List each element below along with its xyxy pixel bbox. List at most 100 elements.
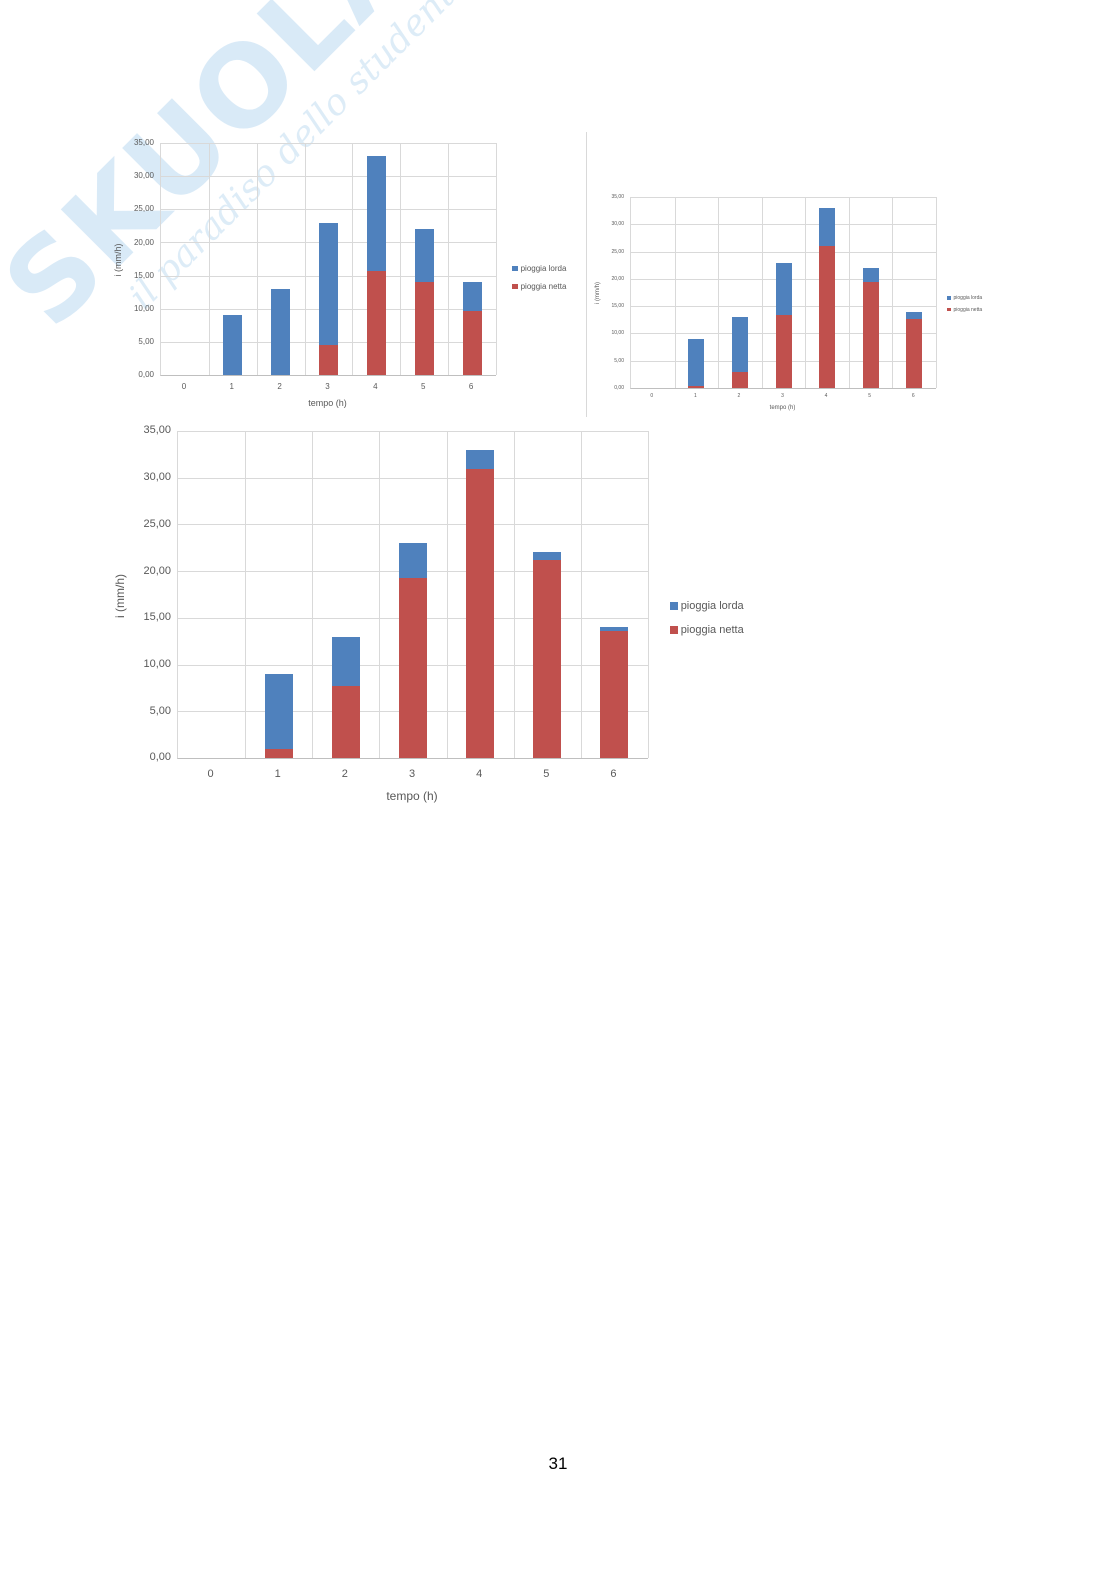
x-tick-label: 5 xyxy=(420,382,426,392)
gridline-vertical xyxy=(400,143,402,375)
plot-area xyxy=(630,197,937,389)
bar-segment-netta xyxy=(862,282,879,388)
stacked-bar xyxy=(731,317,748,388)
legend-label-lorda: pioggia lorda xyxy=(680,600,744,612)
bar-segment-lorda xyxy=(331,636,360,687)
stacked-bar xyxy=(319,222,338,375)
y-tick-label: 15,00 xyxy=(143,611,171,624)
stacked-bar xyxy=(688,338,705,388)
chart-divider xyxy=(586,132,587,417)
gridline-vertical xyxy=(936,197,937,388)
bar-segment-netta xyxy=(319,345,338,375)
y-tick-label: 5,00 xyxy=(614,357,624,364)
x-tick-label: 1 xyxy=(693,392,697,399)
bar-segment-lorda xyxy=(600,627,629,631)
y-tick-label: 30,00 xyxy=(611,221,624,228)
bar-segment-netta xyxy=(399,577,427,758)
bar-segment-lorda xyxy=(466,449,495,470)
y-tick-label: 30,00 xyxy=(143,471,171,484)
legend-label-netta: pioggia netta xyxy=(680,624,744,637)
y-tick-label: 25,00 xyxy=(143,517,171,530)
x-axis-label: tempo (h) xyxy=(308,398,347,408)
bar-segment-lorda xyxy=(271,288,291,375)
x-tick-label: 2 xyxy=(341,767,348,780)
y-tick-label: 20,00 xyxy=(133,237,154,247)
legend-swatch-netta xyxy=(947,307,951,312)
legend-label-lorda: pioggia lorda xyxy=(953,295,983,301)
legend-item-lorda: pioggia lorda xyxy=(670,600,744,612)
y-tick-label: 25,00 xyxy=(133,204,154,214)
bar-segment-netta xyxy=(906,319,923,388)
x-tick-label: 3 xyxy=(408,767,416,780)
gridline-vertical xyxy=(312,431,314,758)
stacked-bar xyxy=(775,262,792,388)
gridline-vertical xyxy=(245,431,247,758)
y-tick-label: 15,00 xyxy=(611,303,624,310)
plot-area xyxy=(160,143,497,376)
bar-segment-netta xyxy=(819,246,836,388)
bar-segment-lorda xyxy=(906,311,923,320)
x-tick-label: 3 xyxy=(325,382,330,392)
bar-segment-netta xyxy=(731,371,748,388)
y-tick-label: 35,00 xyxy=(611,194,624,200)
y-tick-label: 10,00 xyxy=(133,303,154,313)
legend-item-lorda: pioggia lorda xyxy=(512,264,566,273)
chart-legend: pioggia lorda pioggia netta xyxy=(670,600,744,648)
stacked-bar xyxy=(906,311,923,388)
y-axis-label: i (mm/h) xyxy=(113,574,127,618)
y-tick-label: 20,00 xyxy=(611,275,624,282)
y-tick-label: 35,00 xyxy=(143,424,171,437)
bar-segment-lorda xyxy=(819,207,836,247)
legend-swatch-lorda xyxy=(670,602,678,610)
page-number: 31 xyxy=(548,1454,568,1473)
bar-segment-lorda xyxy=(399,543,427,578)
y-tick-label: 5,00 xyxy=(149,704,171,717)
gridline-vertical xyxy=(496,143,497,375)
stacked-bar xyxy=(264,673,293,758)
gridline-vertical xyxy=(674,197,676,388)
gridline xyxy=(178,477,648,479)
bar-segment-lorda xyxy=(223,315,243,375)
y-tick-label: 30,00 xyxy=(133,171,154,181)
gridline-vertical xyxy=(892,197,894,388)
x-axis-label: tempo (h) xyxy=(386,789,438,803)
x-tick-label: 1 xyxy=(274,767,281,780)
x-tick-label: 6 xyxy=(468,382,474,392)
y-tick-label: 0,00 xyxy=(614,385,624,391)
x-tick-label: 6 xyxy=(610,767,617,780)
legend-swatch-netta xyxy=(670,626,678,634)
legend-swatch-lorda xyxy=(947,296,951,300)
stacked-bar xyxy=(366,156,386,375)
gridline-vertical xyxy=(761,197,763,388)
y-tick-label: 35,00 xyxy=(133,138,154,148)
gridline-vertical xyxy=(580,431,582,758)
x-tick-label: 0 xyxy=(207,767,214,780)
bar-segment-netta xyxy=(466,469,495,758)
stacked-bar xyxy=(819,207,836,388)
stacked-bar xyxy=(399,543,427,758)
gridline-vertical xyxy=(648,431,649,758)
legend-label-lorda: pioggia lorda xyxy=(520,264,567,273)
y-tick-label: 25,00 xyxy=(611,248,624,255)
y-tick-label: 20,00 xyxy=(143,564,171,577)
gridline xyxy=(161,143,496,144)
y-tick-label: 5,00 xyxy=(138,337,154,347)
stacked-bar xyxy=(271,288,291,375)
legend-swatch-netta xyxy=(512,283,518,290)
y-axis-label: i (mm/h) xyxy=(113,243,123,277)
chart-legend: pioggia lorda pioggia netta xyxy=(947,295,982,318)
legend-swatch-lorda xyxy=(512,265,518,272)
bar-segment-lorda xyxy=(688,338,705,387)
gridline-vertical xyxy=(448,143,450,375)
x-tick-label: 5 xyxy=(868,392,872,399)
gridline-vertical xyxy=(513,431,515,758)
bar-segment-lorda xyxy=(366,156,386,271)
y-tick-label: 0,00 xyxy=(138,370,154,380)
x-tick-label: 3 xyxy=(781,392,784,399)
y-axis-label: i (mm/h) xyxy=(595,282,601,304)
bar-segment-netta xyxy=(600,630,629,758)
bar-segment-netta xyxy=(264,748,293,758)
bar-segment-lorda xyxy=(862,267,879,283)
gridline xyxy=(161,176,496,178)
gridline xyxy=(631,224,936,226)
